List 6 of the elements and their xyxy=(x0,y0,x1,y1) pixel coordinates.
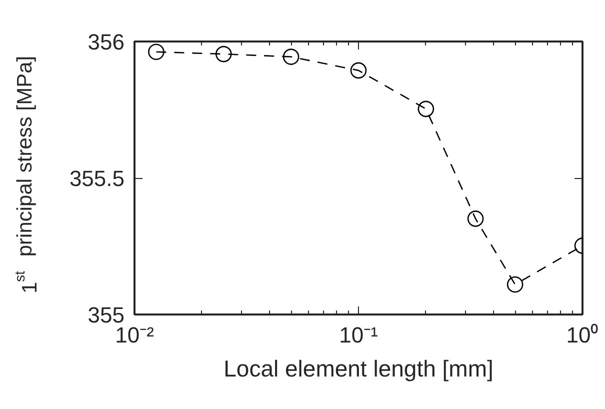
y-tick-label: 356 xyxy=(88,30,125,54)
x-tick-label: 10⁰ xyxy=(566,322,599,348)
x-axis-title: Local element length [mm] xyxy=(224,356,494,382)
y-axis-title: 1st principal stress [MPa] xyxy=(12,56,42,294)
y-tick-label: 355.5 xyxy=(69,166,125,191)
x-tick-label: 10⁻¹ xyxy=(339,322,378,348)
